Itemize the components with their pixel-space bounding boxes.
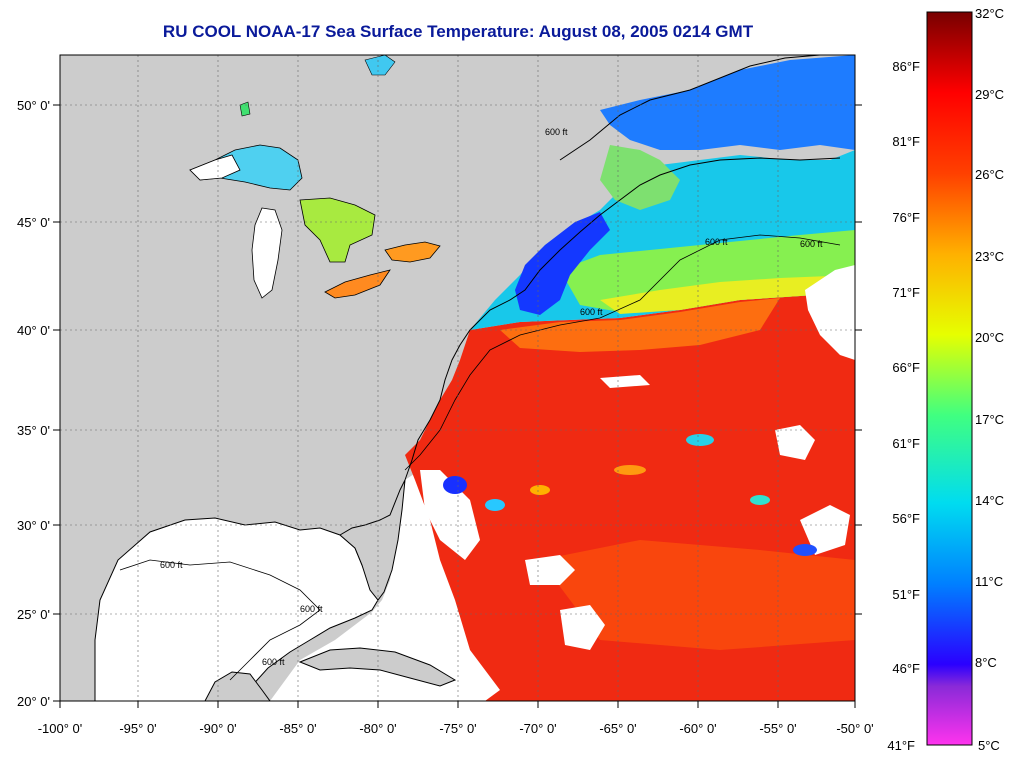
contour-label: 600 ft — [300, 604, 323, 614]
contour-label: 600 ft — [705, 237, 728, 247]
cb-celsius-label: 14°C — [975, 493, 1004, 508]
sst-orange-band — [500, 298, 780, 352]
lake-huron — [299, 197, 376, 263]
cloud-patch-1 — [805, 265, 855, 360]
lon-label: -90° 0' — [199, 721, 236, 736]
lake-michigan — [251, 207, 283, 299]
isobath-600ft — [119, 234, 841, 681]
cb-celsius-label: 20°C — [975, 330, 1004, 345]
lon-label: -100° 0' — [38, 721, 83, 736]
lon-label: -80° 0' — [359, 721, 396, 736]
cb-celsius-label: 5°C — [978, 738, 1000, 753]
sst-blue-nearshore — [515, 212, 610, 315]
lat-label: 45° 0' — [17, 215, 50, 230]
contour-label: 600 ft — [545, 127, 568, 137]
sst-eddy-5 — [793, 544, 817, 556]
cb-celsius-label: 26°C — [975, 167, 1004, 182]
lat-label: 40° 0' — [17, 323, 50, 338]
axis-ticks — [53, 104, 862, 708]
sst-labrador-cold — [600, 55, 855, 150]
sst-gulf-stlawrence — [600, 145, 680, 210]
contour-label: 600 ft — [580, 307, 603, 317]
sst-eddy-6 — [530, 485, 550, 495]
lon-label: -55° 0' — [759, 721, 796, 736]
contour-label: 600 ft — [800, 239, 823, 249]
lat-label: 50° 0' — [17, 98, 50, 113]
sst-eddy-3 — [686, 434, 714, 446]
lon-label: -85° 0' — [279, 721, 316, 736]
lon-label: -75° 0' — [439, 721, 476, 736]
lon-label: -50° 0' — [836, 721, 873, 736]
sst-eddy-7 — [614, 465, 646, 475]
cb-celsius-label: 11°C — [975, 574, 1003, 589]
lon-label: -95° 0' — [119, 721, 156, 736]
hudson-bay-edge — [364, 55, 396, 76]
cloud-patch-7 — [600, 375, 650, 388]
contour-label: 600 ft — [160, 560, 183, 570]
lon-label: -60° 0' — [679, 721, 716, 736]
us-east-coastline — [404, 157, 841, 481]
colorbar-gradient — [926, 11, 973, 746]
yucatan-land — [204, 671, 271, 701]
cb-celsius-label: 17°C — [975, 412, 1004, 427]
sst-eddy-4 — [750, 495, 770, 505]
cloud-patch-6 — [800, 505, 850, 555]
cb-celsius-label: 29°C — [975, 87, 1004, 102]
lat-label: 20° 0' — [17, 694, 50, 709]
cloud-patch-2 — [775, 425, 815, 460]
labrador-coastline — [559, 55, 821, 161]
cloud-patch-3 — [420, 470, 480, 560]
cb-celsius-label: 8°C — [975, 655, 997, 670]
map-title: RU COOL NOAA-17 Sea Surface Temperature:… — [162, 22, 754, 41]
sst-eddy-2 — [485, 499, 505, 511]
cb-celsius-label: 32°C — [975, 6, 1004, 21]
lat-label: 25° 0' — [17, 607, 50, 622]
sst-yellow-band — [600, 275, 855, 314]
lake-nipigon — [239, 101, 251, 117]
sst-map[interactable]: 600 ft 600 ft 600 ft 600 ft 600 ft 600 f… — [0, 0, 916, 761]
sst-orange-patch-south — [540, 540, 855, 650]
lake-erie — [324, 269, 391, 299]
lat-label: 35° 0' — [17, 423, 50, 438]
sst-eddy-1 — [443, 476, 467, 494]
lake-superior-west-white — [189, 154, 241, 181]
lon-label: -70° 0' — [519, 721, 556, 736]
cloud-patch-4 — [525, 555, 575, 585]
lat-label: 30° 0' — [17, 518, 50, 533]
contour-label: 600 ft — [262, 657, 285, 667]
cloud-patch-5 — [560, 605, 605, 650]
cuba — [298, 647, 457, 687]
lake-ontario — [384, 241, 441, 263]
lon-label: -65° 0' — [599, 721, 636, 736]
cb-celsius-label: 23°C — [975, 249, 1004, 264]
